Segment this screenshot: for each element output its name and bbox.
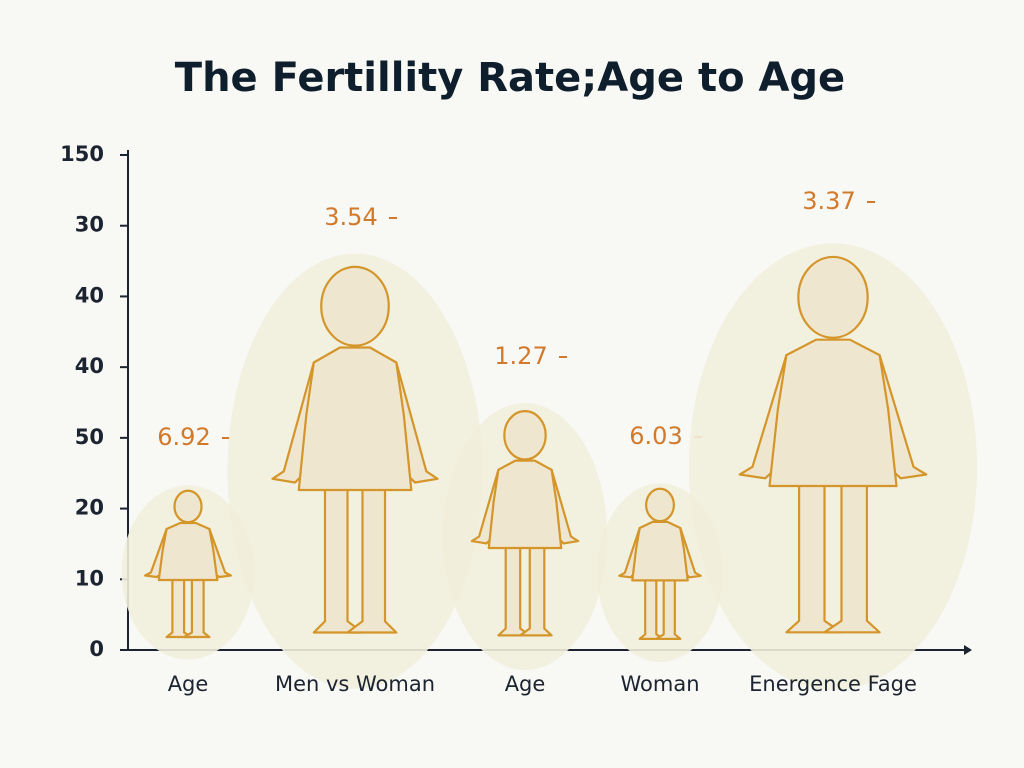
body [297, 346, 413, 492]
x-tick-label: Men vs Woman [275, 672, 435, 696]
value-label: 3.37 [802, 187, 855, 215]
head [797, 255, 869, 339]
x-tick-label: Woman [620, 672, 699, 696]
body [631, 520, 689, 582]
figure [470, 410, 580, 637]
y-tick-label: 20 [75, 496, 104, 520]
chart-title: The Fertillity Rate;Age to Age [175, 55, 845, 101]
head [173, 489, 203, 524]
figure [271, 265, 439, 634]
body [768, 338, 898, 488]
y-tick-label: 30 [75, 213, 104, 237]
head [503, 410, 547, 461]
y-tick-label: 50 [75, 425, 104, 449]
head [645, 487, 675, 523]
y-tick-label: 40 [75, 354, 104, 378]
x-tick-label: Age [505, 672, 546, 696]
y-tick-label: 0 [89, 637, 104, 661]
value-label: 3.54 [324, 203, 377, 231]
head [320, 265, 390, 347]
body [487, 459, 563, 550]
figure [144, 489, 232, 639]
x-tick-label: Energence Fage [749, 672, 917, 696]
value-label: 1.27 [494, 342, 547, 370]
y-tick-label: 150 [60, 142, 104, 166]
value-label: 6.03 [629, 422, 682, 450]
y-tick-label: 40 [75, 283, 104, 307]
value-label: 6.92 [157, 423, 210, 451]
body [157, 521, 219, 582]
x-tick-label: Age [168, 672, 209, 696]
axis-arrow [964, 645, 972, 655]
y-tick-label: 10 [75, 566, 104, 590]
figure [618, 487, 702, 640]
figure [738, 255, 928, 634]
